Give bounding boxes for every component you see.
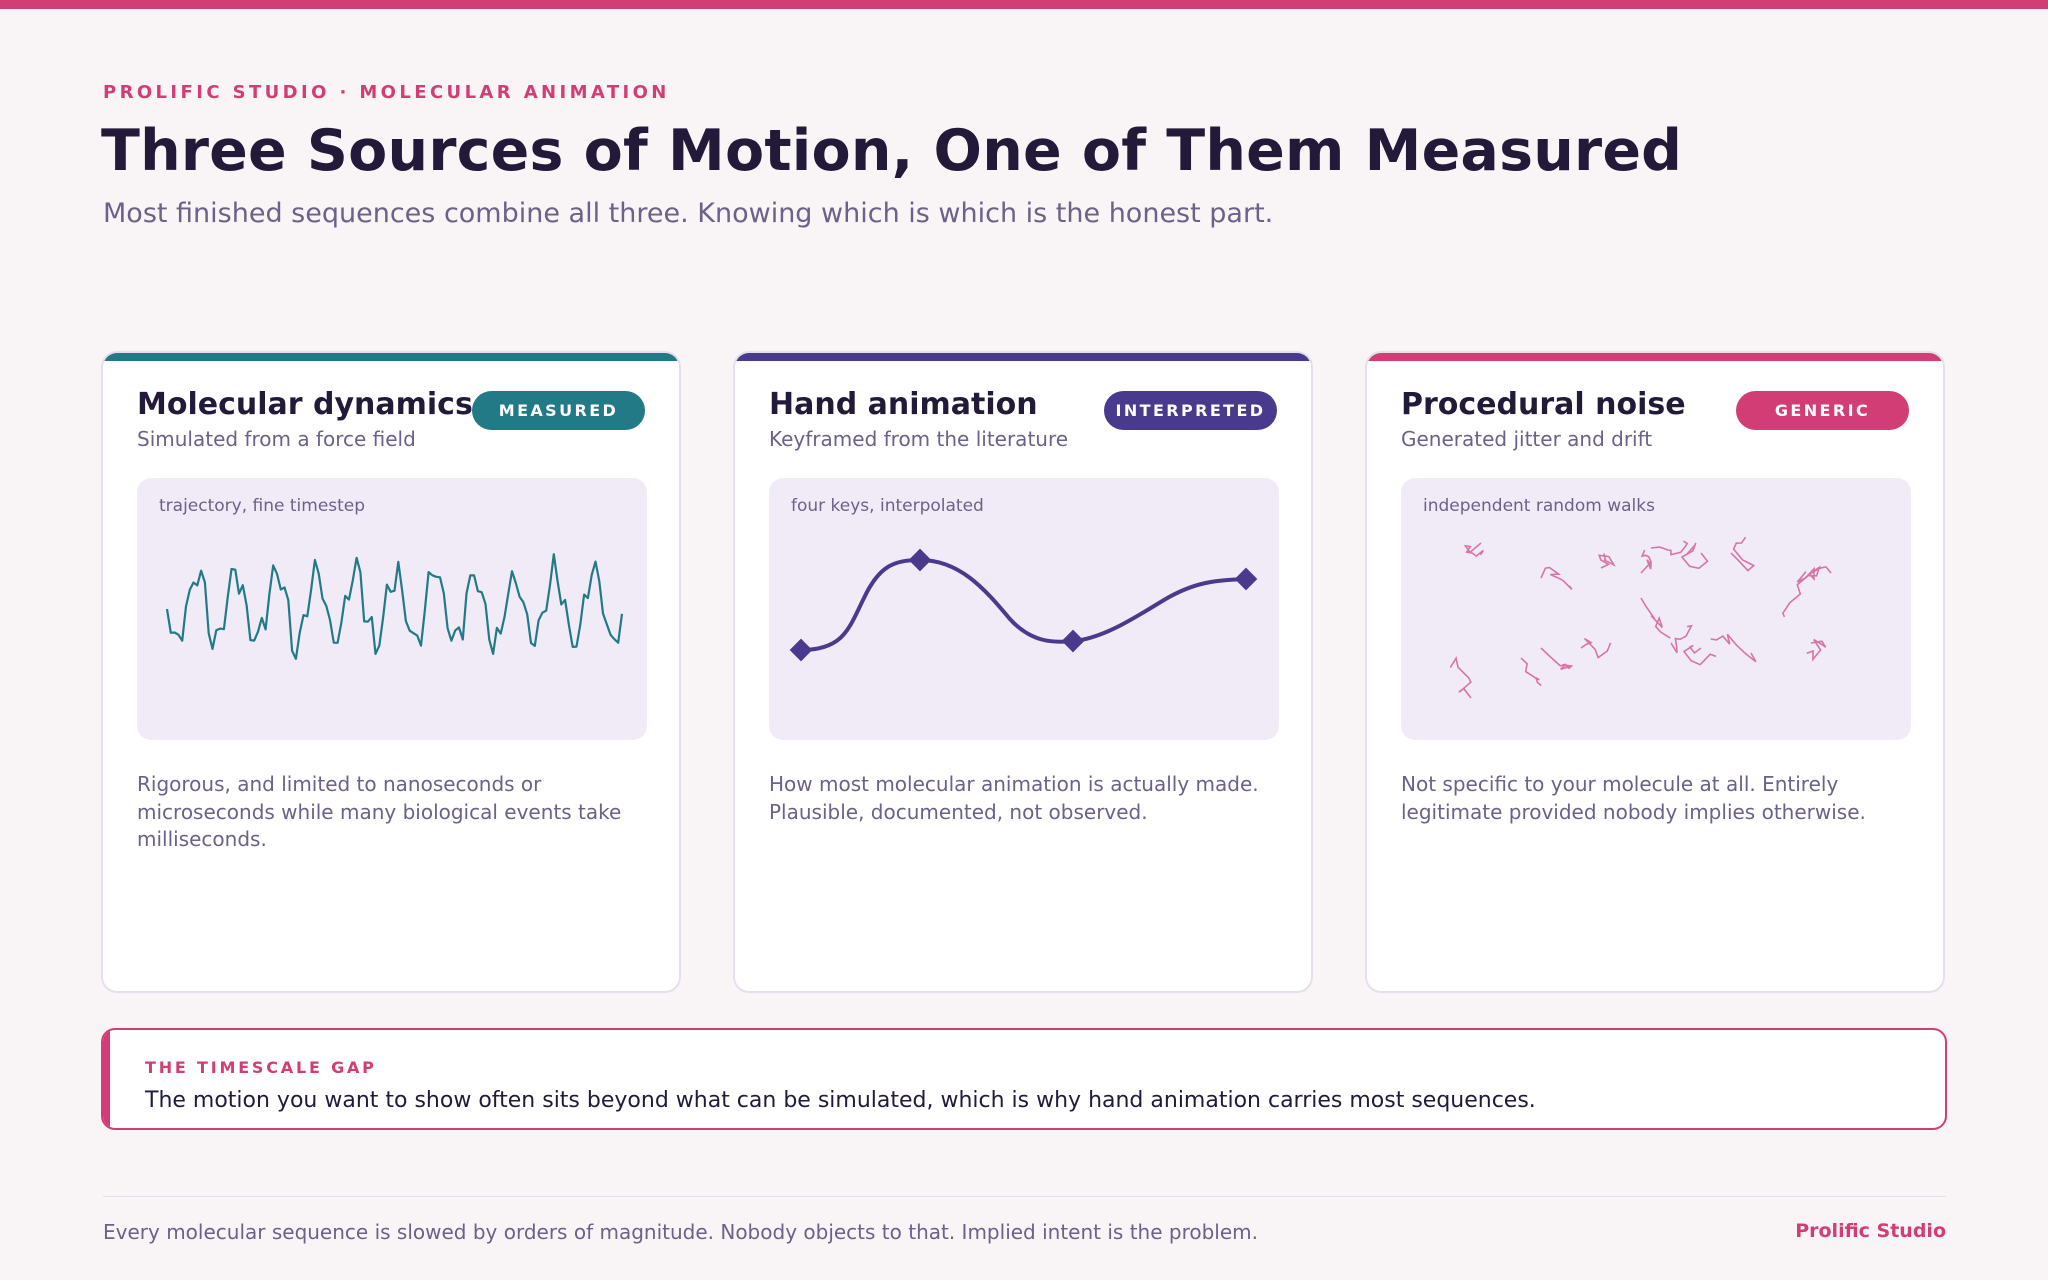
random-walk-panel: independent random walks bbox=[1401, 478, 1911, 740]
footer-divider bbox=[103, 1196, 1946, 1197]
random-walk-path bbox=[1796, 566, 1832, 583]
card-molecular-dynamics: Molecular dynamics MEASURED Simulated fr… bbox=[101, 351, 681, 993]
random-walk-path bbox=[1598, 553, 1617, 569]
random-walk-path bbox=[1540, 647, 1574, 670]
random-walk-path bbox=[1730, 536, 1756, 572]
trajectory-line bbox=[165, 553, 624, 660]
random-walk-plot bbox=[1449, 536, 1832, 699]
keyframe-plot bbox=[789, 548, 1258, 662]
callout-accent-bar bbox=[103, 1030, 110, 1128]
card-hand-animation: Hand animation INTERPRETED Keyframed fro… bbox=[733, 351, 1313, 993]
card-body: Not specific to your molecule at all. En… bbox=[1401, 772, 1866, 824]
page-subtitle: Most finished sequences combine all thre… bbox=[103, 198, 1274, 229]
card-subtitle: Simulated from a force field bbox=[137, 427, 416, 451]
random-walk-path bbox=[1640, 549, 1652, 574]
eyebrow: PROLIFIC STUDIO · MOLECULAR ANIMATION bbox=[103, 82, 670, 103]
random-walk-path bbox=[1682, 644, 1717, 666]
footer-brand: Prolific Studio bbox=[1795, 1220, 1946, 1242]
keyframe-marker bbox=[1061, 629, 1085, 653]
card-subtitle: Keyframed from the literature bbox=[769, 427, 1069, 451]
trajectory-plot bbox=[165, 553, 624, 660]
random-walk-path bbox=[1640, 597, 1671, 639]
viz-label: trajectory, fine timestep bbox=[159, 496, 366, 516]
card-subtitle: Generated jitter and drift bbox=[1401, 427, 1653, 451]
random-walk-path bbox=[1670, 624, 1693, 654]
random-walk-path bbox=[1680, 542, 1709, 570]
footer-note: Every molecular sequence is slowed by or… bbox=[103, 1220, 1258, 1244]
status-badge-interpreted: INTERPRETED bbox=[1104, 391, 1277, 430]
callout-label: THE TIMESCALE GAP bbox=[145, 1058, 377, 1077]
keyframe-marker bbox=[1234, 567, 1258, 591]
card-accent-bar bbox=[1367, 353, 1943, 361]
trajectory-panel: trajectory, fine timestep bbox=[137, 478, 647, 740]
interpolated-curve bbox=[799, 557, 1248, 652]
card-title: Procedural noise bbox=[1401, 387, 1686, 422]
keyframe-marker bbox=[789, 638, 813, 662]
status-badge-measured: MEASURED bbox=[472, 391, 645, 430]
card-title: Molecular dynamics bbox=[137, 387, 473, 422]
keyframe-marker bbox=[908, 548, 932, 572]
keyframe-panel: four keys, interpolated bbox=[769, 478, 1279, 740]
random-walk-path bbox=[1782, 565, 1821, 618]
callout-text: The motion you want to show often sits b… bbox=[145, 1088, 1536, 1113]
random-walk-path bbox=[1650, 540, 1689, 556]
status-badge-generic: GENERIC bbox=[1736, 391, 1909, 430]
viz-label: independent random walks bbox=[1423, 496, 1655, 516]
random-walk-path bbox=[1710, 633, 1757, 663]
card-procedural-noise: Procedural noise GENERIC Generated jitte… bbox=[1365, 351, 1945, 993]
card-body: How most molecular animation is actually… bbox=[769, 772, 1259, 824]
card-accent-bar bbox=[735, 353, 1311, 361]
card-title: Hand animation bbox=[769, 387, 1038, 422]
random-walk-path bbox=[1520, 657, 1542, 687]
random-walk-path bbox=[1580, 637, 1612, 659]
random-walk-path bbox=[1463, 542, 1484, 558]
page-title: Three Sources of Motion, One of Them Mea… bbox=[101, 118, 1683, 184]
card-accent-bar bbox=[103, 353, 679, 361]
viz-label: four keys, interpolated bbox=[791, 496, 984, 516]
card-body: Rigorous, and limited to nanoseconds or … bbox=[137, 772, 622, 851]
top-accent-bar bbox=[0, 0, 2048, 9]
timescale-callout: THE TIMESCALE GAP The motion you want to… bbox=[101, 1028, 1947, 1130]
random-walk-path bbox=[1540, 566, 1573, 590]
random-walk-path bbox=[1449, 656, 1472, 699]
random-walk-path bbox=[1806, 638, 1827, 662]
